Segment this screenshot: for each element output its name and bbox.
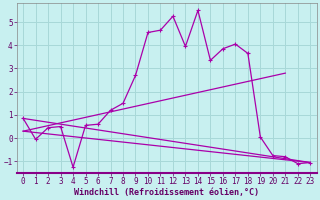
X-axis label: Windchill (Refroidissement éolien,°C): Windchill (Refroidissement éolien,°C) [74, 188, 259, 197]
